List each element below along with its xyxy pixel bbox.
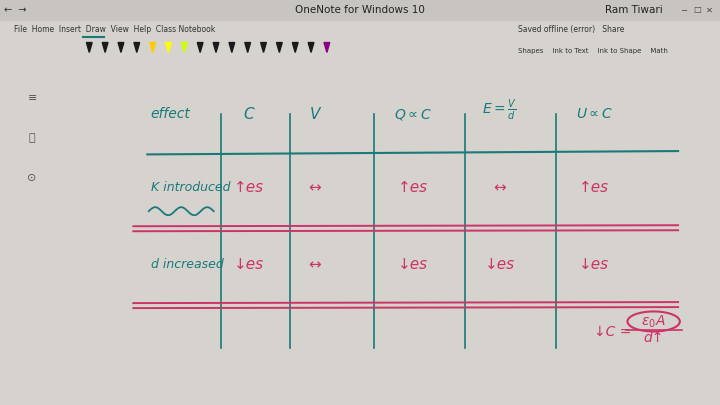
Text: ↓es: ↓es	[233, 257, 264, 272]
Text: OneNote for Windows 10: OneNote for Windows 10	[295, 5, 425, 15]
Text: V: V	[310, 107, 320, 122]
Text: ↓es: ↓es	[397, 257, 428, 272]
Text: ↑es: ↑es	[233, 180, 264, 195]
Text: $E = \frac{V}{d}$: $E = \frac{V}{d}$	[482, 98, 518, 124]
Polygon shape	[261, 43, 266, 52]
Text: ↓es: ↓es	[579, 257, 609, 272]
Text: 🔍: 🔍	[29, 133, 35, 143]
Polygon shape	[181, 43, 187, 52]
Text: ↓es: ↓es	[485, 257, 515, 272]
Text: $\varepsilon_0 A$: $\varepsilon_0 A$	[642, 313, 666, 330]
Polygon shape	[150, 43, 156, 52]
Polygon shape	[276, 43, 282, 52]
Text: $U\propto C$: $U\propto C$	[576, 107, 613, 122]
Text: Shapes    Ink to Text    Ink to Shape    Math: Shapes Ink to Text Ink to Shape Math	[518, 48, 668, 54]
Polygon shape	[245, 43, 251, 52]
Text: ←  →: ← →	[4, 5, 26, 15]
Text: $Q\propto C$: $Q\propto C$	[394, 107, 432, 122]
Polygon shape	[292, 43, 298, 52]
Polygon shape	[102, 43, 108, 52]
Text: C: C	[243, 107, 254, 122]
Text: ↔: ↔	[309, 257, 321, 272]
Polygon shape	[166, 43, 171, 52]
Polygon shape	[134, 43, 140, 52]
Polygon shape	[213, 43, 219, 52]
Text: File  Home  Insert  Draw  View  Help  Class Notebook: File Home Insert Draw View Help Class No…	[14, 25, 216, 34]
Text: ≡: ≡	[27, 93, 37, 102]
Text: ↓C =: ↓C =	[594, 324, 631, 339]
Polygon shape	[118, 43, 124, 52]
Text: ↔: ↔	[309, 180, 321, 195]
Text: d increased: d increased	[150, 258, 223, 271]
Bar	[0, 0, 720, 20]
Text: ↔: ↔	[494, 180, 506, 195]
Polygon shape	[324, 43, 330, 52]
Text: Saved offline (error)   Share: Saved offline (error) Share	[518, 25, 625, 34]
Polygon shape	[197, 43, 203, 52]
Polygon shape	[86, 43, 92, 52]
Text: Ram Tiwari: Ram Tiwari	[605, 5, 662, 15]
Text: ↑es: ↑es	[397, 180, 428, 195]
Text: ↑es: ↑es	[579, 180, 609, 195]
Polygon shape	[308, 43, 314, 52]
Text: d↑: d↑	[644, 331, 664, 345]
Text: K introduced: K introduced	[150, 181, 230, 194]
Text: ⊙: ⊙	[27, 173, 37, 183]
Text: ✕: ✕	[706, 5, 714, 15]
Text: □: □	[693, 5, 701, 15]
Text: ─: ─	[682, 5, 686, 15]
Text: effect: effect	[150, 107, 191, 122]
Polygon shape	[229, 43, 235, 52]
